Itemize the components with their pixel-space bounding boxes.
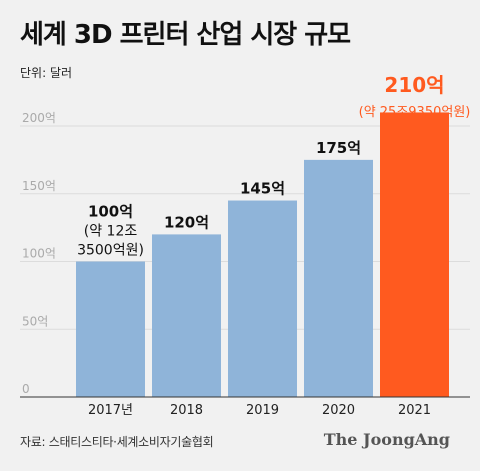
bar <box>76 261 145 397</box>
bar <box>380 112 449 397</box>
brand-logo: The JoongAng <box>323 430 450 449</box>
x-tick-label: 2017년 <box>88 403 133 418</box>
y-tick-label: 100억 <box>22 247 56 261</box>
y-tick-label: 150억 <box>22 179 56 193</box>
chart-title: 세계 3D 프린터 산업 시장 규모 <box>20 20 351 50</box>
value-label: 210억 <box>384 73 444 97</box>
value-sub-label: 3500억원) <box>77 243 144 259</box>
y-tick-label: 0 <box>22 382 30 396</box>
value-sub-label: (약 12조 <box>84 224 138 240</box>
bar <box>152 234 221 397</box>
value-sub-label: (약 25조9350억원) <box>359 105 471 120</box>
bar <box>304 159 373 397</box>
x-tick-label: 2018 <box>170 403 203 418</box>
source-note: 자료: 스태티스티타·세계소비자기술협회 <box>20 435 214 449</box>
value-label: 100억 <box>88 203 133 221</box>
x-tick-label: 2019 <box>246 403 279 418</box>
value-label: 175억 <box>316 139 361 157</box>
x-tick-label: 2020 <box>322 403 355 418</box>
unit-label: 단위: 달러 <box>20 66 73 80</box>
x-tick-label: 2021 <box>398 403 431 418</box>
value-label: 145억 <box>240 180 285 198</box>
y-tick-label: 50억 <box>22 314 48 328</box>
bar <box>228 200 297 397</box>
value-label: 120억 <box>164 213 209 231</box>
y-tick-label: 200억 <box>22 111 56 125</box>
